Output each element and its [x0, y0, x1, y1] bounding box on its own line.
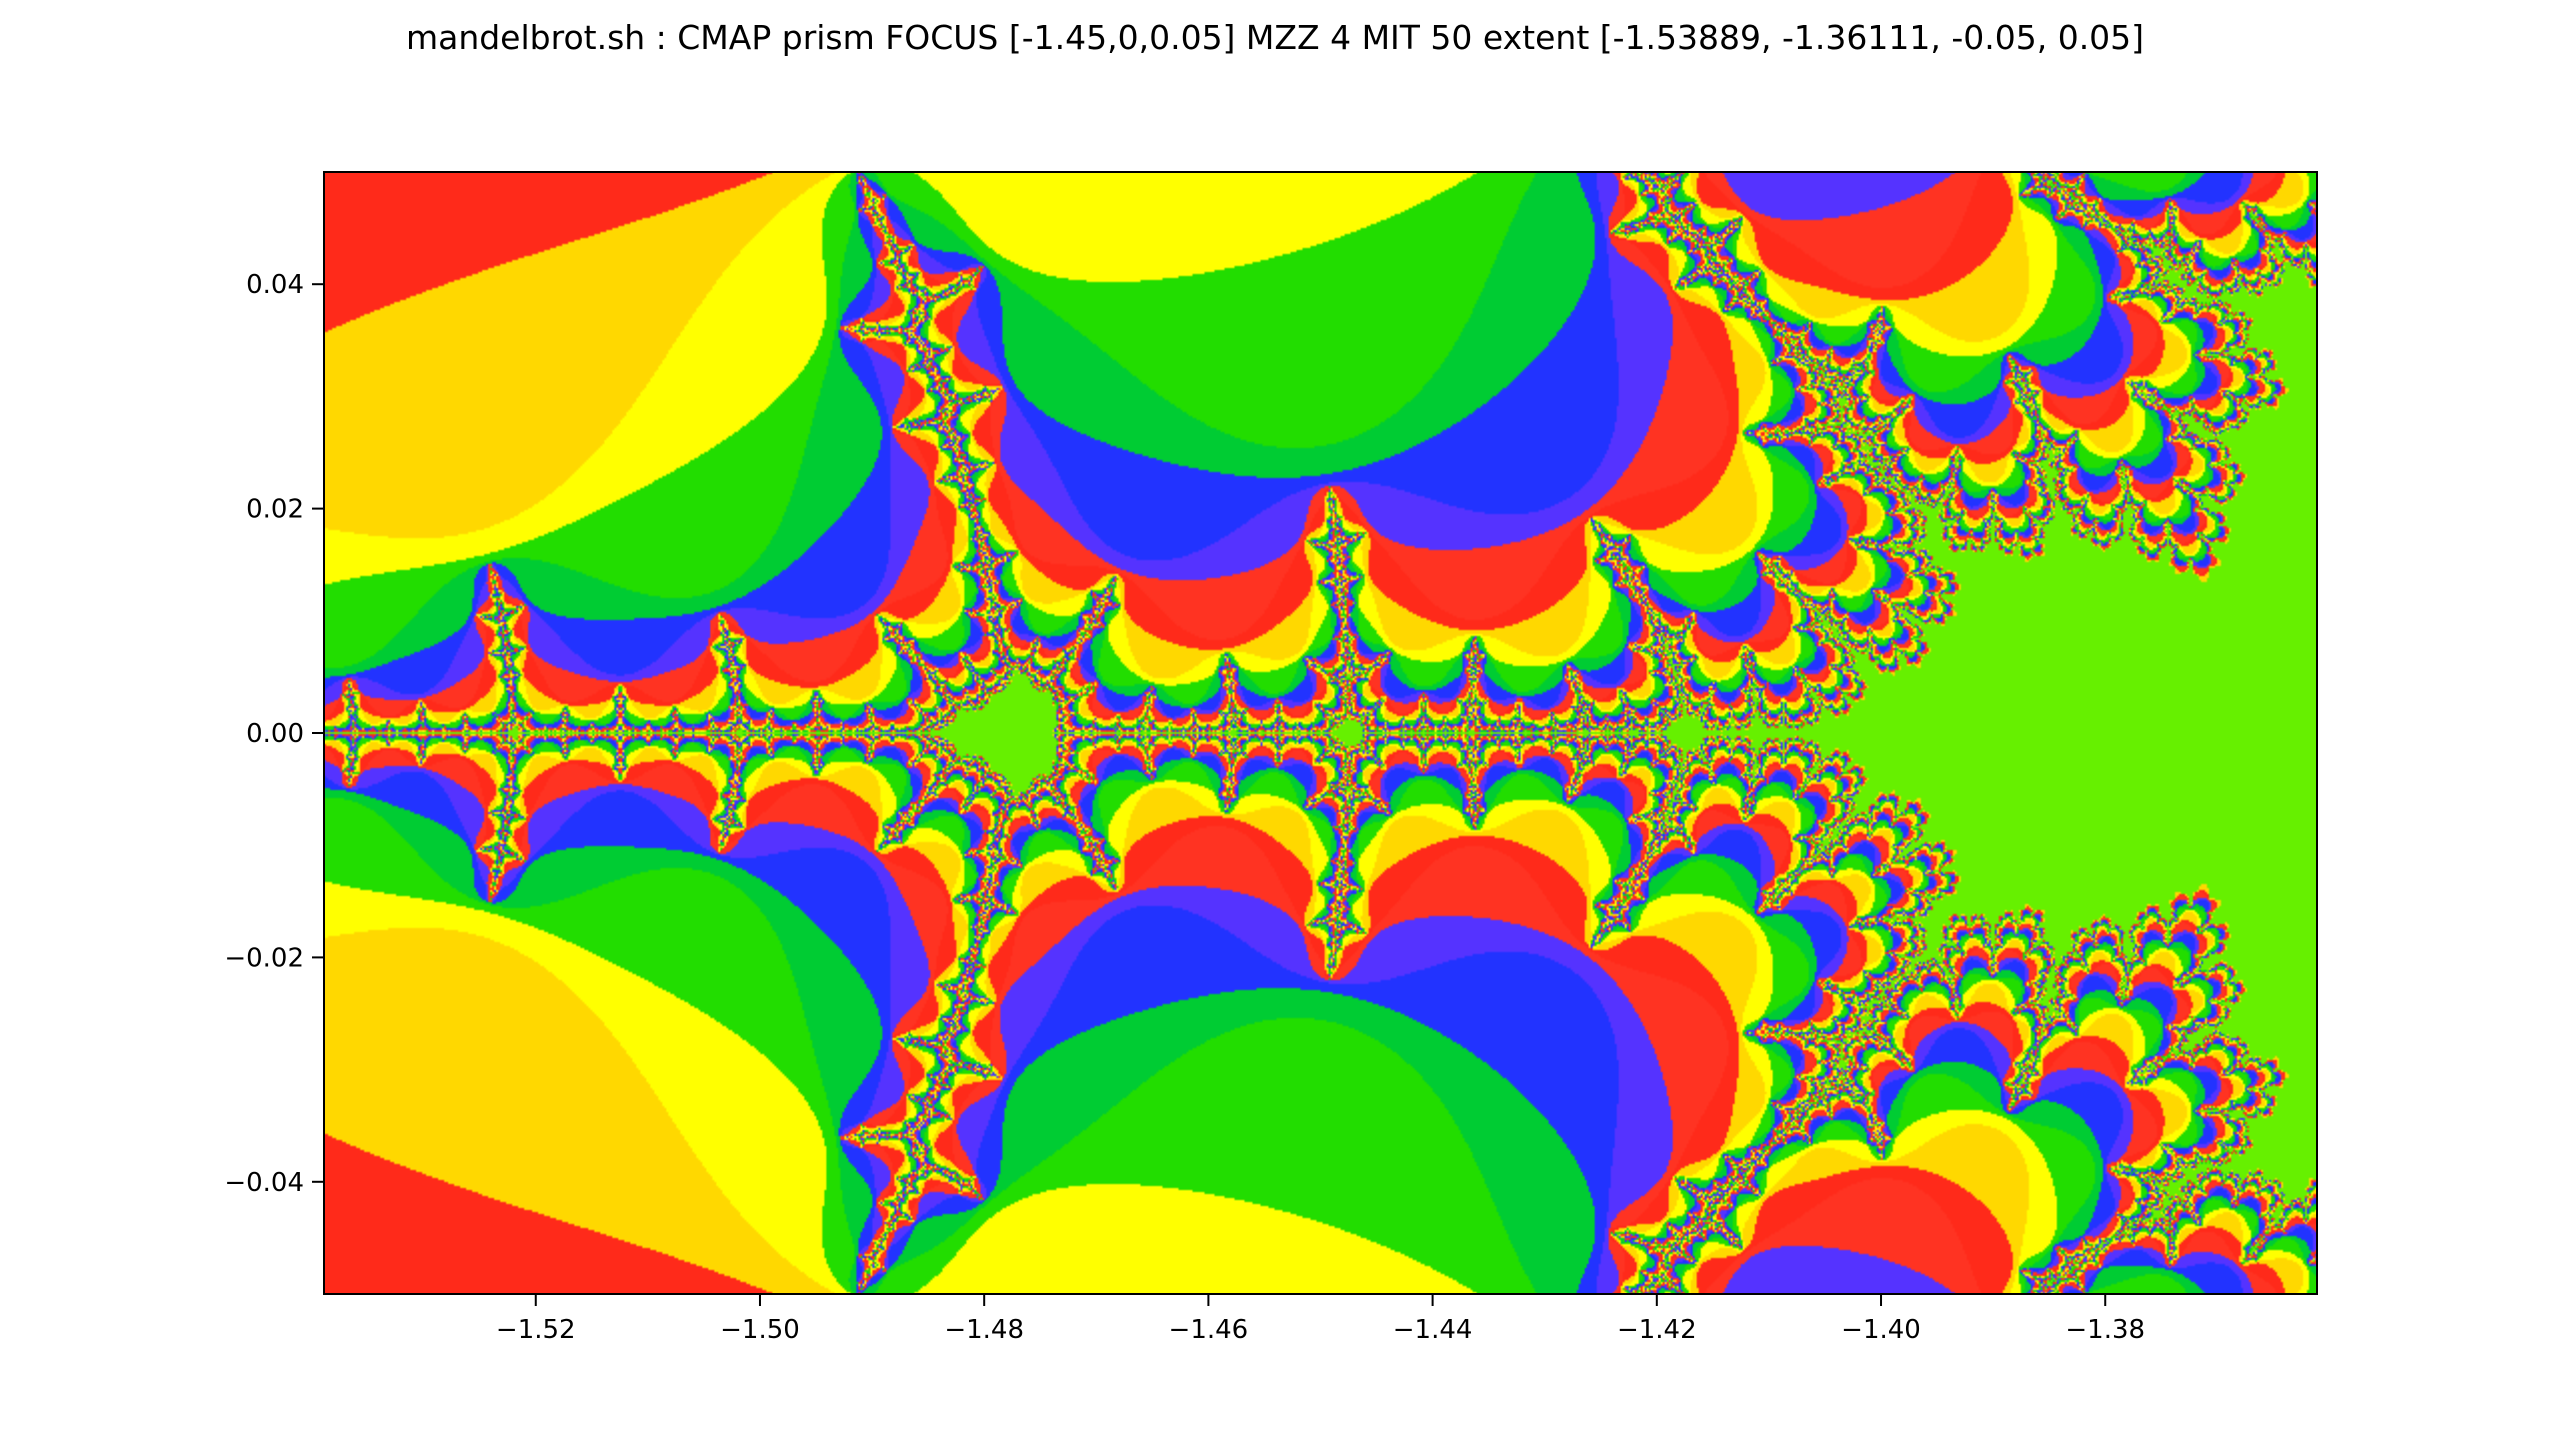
x-tick-label: −1.40 — [1841, 1315, 1921, 1345]
y-tick-label: 0.02 — [246, 495, 304, 525]
x-tick-label: −1.48 — [944, 1315, 1024, 1345]
y-tick-label: 0.00 — [246, 719, 304, 749]
plot-frame — [323, 171, 2318, 1295]
y-tick-label: −0.02 — [224, 943, 304, 973]
x-tick-label: −1.50 — [720, 1315, 800, 1345]
x-tick-label: −1.52 — [496, 1315, 576, 1345]
x-axis: −1.52 −1.50 −1.48 −1.46 −1.44 −1.42 −1.40 −1.38 — [496, 1294, 2145, 1345]
figure-title: mandelbrot.sh : CMAP prism FOCUS [-1.45,… — [405, 18, 2145, 57]
y-tick-label: −0.04 — [224, 1168, 304, 1198]
fractal-heatmap — [324, 172, 2317, 1294]
x-tick-label: −1.46 — [1169, 1315, 1249, 1345]
y-axis: 0.04 0.02 0.00 −0.02 −0.04 — [224, 270, 324, 1198]
x-tick-label: −1.44 — [1393, 1315, 1473, 1345]
y-tick-label: 0.04 — [246, 270, 304, 300]
x-tick-label: −1.42 — [1617, 1315, 1697, 1345]
x-tick-label: −1.38 — [2065, 1315, 2145, 1345]
